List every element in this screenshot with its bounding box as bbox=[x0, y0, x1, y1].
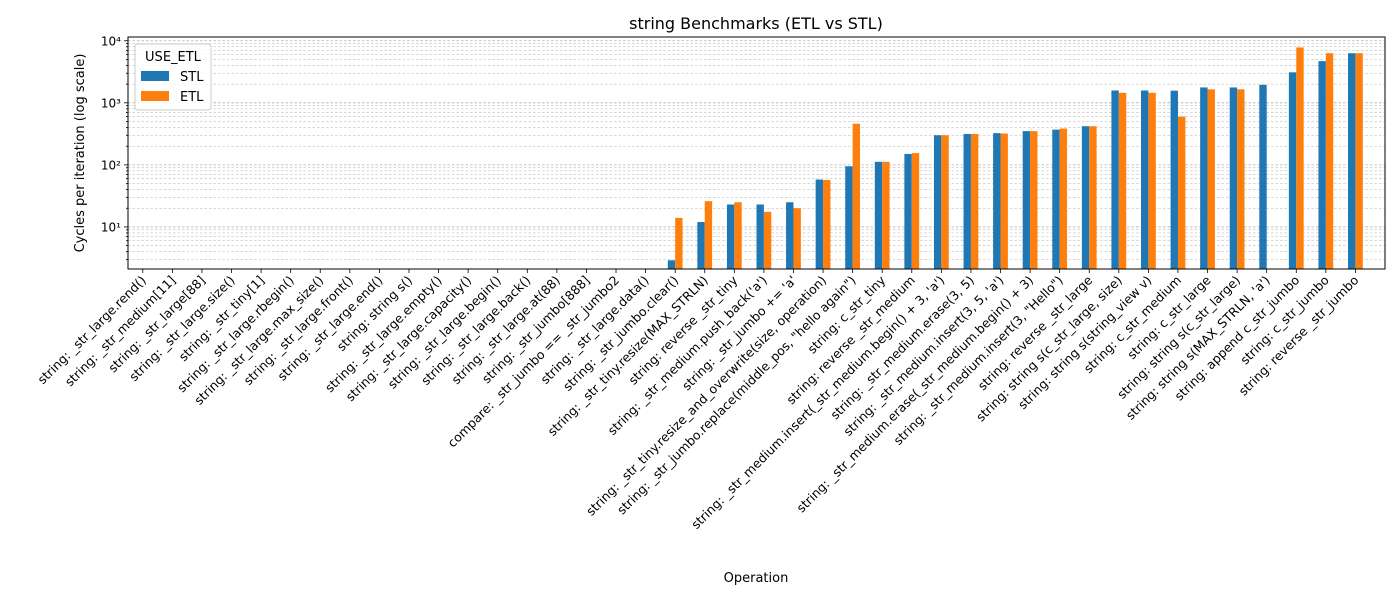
bar-etl bbox=[675, 217, 683, 269]
bar-etl bbox=[1089, 126, 1097, 269]
bar-etl bbox=[1207, 89, 1215, 269]
y-axis-ticks: 10¹ 10² 10³ 10⁴ bbox=[101, 34, 128, 260]
bar-stl bbox=[1288, 72, 1297, 269]
y-axis-label: Cycles per iteration (log scale) bbox=[73, 54, 88, 253]
bar-etl bbox=[763, 211, 772, 269]
bar-stl bbox=[874, 161, 883, 269]
bar-etl bbox=[1237, 89, 1245, 269]
bar-stl bbox=[1170, 90, 1178, 269]
bar-etl bbox=[970, 133, 979, 269]
bar-stl bbox=[756, 204, 764, 269]
bar-etl bbox=[793, 208, 801, 269]
bar-stl bbox=[1052, 129, 1060, 269]
plot-frame bbox=[127, 36, 1386, 270]
bar-stl bbox=[963, 133, 971, 269]
bar-etl bbox=[1177, 116, 1186, 269]
bar-etl bbox=[1355, 53, 1363, 270]
bar-etl bbox=[704, 201, 713, 269]
bar-stl bbox=[904, 153, 912, 269]
bar-etl bbox=[911, 153, 920, 269]
bar-stl bbox=[726, 204, 735, 269]
bar-stl bbox=[1022, 131, 1031, 269]
bar-stl bbox=[667, 260, 676, 269]
bar-stl bbox=[845, 166, 853, 269]
bar-etl bbox=[882, 161, 890, 269]
legend-label-etl: ETL bbox=[180, 90, 204, 105]
bar-etl bbox=[734, 202, 742, 269]
bar-stl bbox=[815, 179, 824, 269]
legend: USE_ETL STL ETL bbox=[134, 43, 212, 111]
bar-etl bbox=[941, 135, 949, 269]
bar-stl bbox=[786, 202, 794, 269]
y-tick-label: 10³ bbox=[101, 96, 121, 110]
bar-etl bbox=[852, 123, 861, 269]
chart-title: string Benchmarks (ETL vs STL) bbox=[629, 14, 883, 33]
bar-stl bbox=[1140, 90, 1149, 270]
bar-etl bbox=[1030, 131, 1038, 269]
legend-label-stl: STL bbox=[180, 70, 204, 85]
bar-etl bbox=[1325, 53, 1334, 270]
legend-title: USE_ETL bbox=[145, 50, 202, 65]
bar-stl bbox=[933, 135, 942, 269]
bar-stl bbox=[1318, 61, 1326, 269]
bar-stl bbox=[993, 133, 1001, 269]
y-tick-label: 10² bbox=[101, 158, 121, 172]
bar-stl bbox=[1081, 126, 1090, 269]
bar-etl bbox=[1296, 47, 1304, 269]
grid bbox=[128, 40, 1385, 260]
bar-etl bbox=[1118, 92, 1127, 269]
bar-stl bbox=[697, 222, 705, 269]
bar-stl bbox=[1348, 53, 1356, 270]
bar-stl bbox=[1229, 87, 1238, 269]
bar-stl bbox=[1259, 84, 1267, 269]
y-tick-label: 10¹ bbox=[101, 220, 121, 234]
bar-stl bbox=[1200, 87, 1208, 269]
bar-etl bbox=[1000, 133, 1008, 269]
bar-etl bbox=[1148, 92, 1156, 269]
legend-swatch-stl bbox=[141, 71, 169, 81]
y-tick-label: 10⁴ bbox=[101, 34, 121, 48]
x-axis-label: Operation bbox=[724, 571, 789, 586]
legend-swatch-etl bbox=[141, 91, 169, 101]
bar-stl bbox=[1111, 90, 1119, 270]
bars bbox=[667, 47, 1363, 270]
bar-etl bbox=[1059, 128, 1068, 269]
bar-etl bbox=[823, 180, 831, 269]
